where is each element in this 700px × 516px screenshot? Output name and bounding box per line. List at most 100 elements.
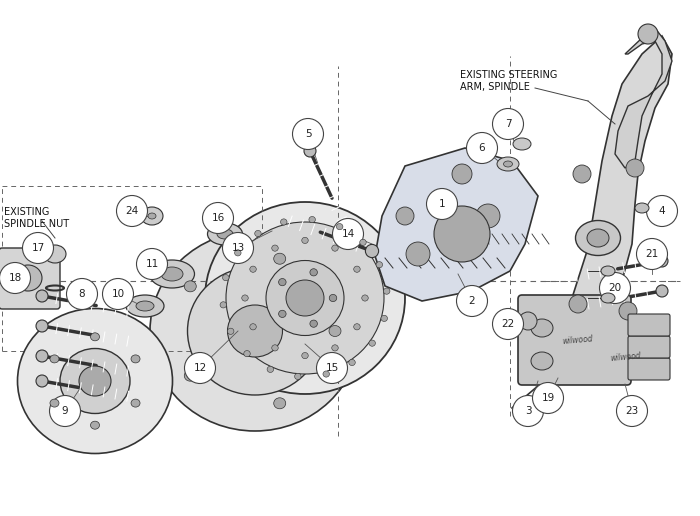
- Polygon shape: [552, 36, 672, 354]
- Ellipse shape: [241, 295, 248, 301]
- Text: 13: 13: [232, 243, 244, 253]
- Circle shape: [202, 202, 234, 234]
- Circle shape: [293, 119, 323, 150]
- Text: 24: 24: [125, 206, 139, 216]
- Circle shape: [636, 238, 668, 269]
- Circle shape: [102, 279, 134, 310]
- Ellipse shape: [255, 231, 261, 237]
- Text: 15: 15: [326, 363, 339, 373]
- Ellipse shape: [310, 269, 317, 276]
- Text: 18: 18: [8, 273, 22, 283]
- Ellipse shape: [503, 161, 512, 167]
- Text: 1: 1: [439, 199, 445, 209]
- Ellipse shape: [332, 345, 338, 351]
- Circle shape: [434, 206, 490, 262]
- Ellipse shape: [295, 373, 301, 380]
- Text: 9: 9: [62, 406, 69, 416]
- Circle shape: [36, 375, 48, 387]
- Circle shape: [573, 165, 591, 183]
- Ellipse shape: [184, 281, 196, 292]
- Circle shape: [316, 352, 347, 383]
- Ellipse shape: [141, 207, 163, 225]
- Text: wilwood: wilwood: [562, 334, 594, 346]
- Ellipse shape: [362, 295, 368, 301]
- Ellipse shape: [148, 213, 156, 219]
- Text: 4: 4: [659, 206, 665, 216]
- Circle shape: [396, 207, 414, 225]
- Circle shape: [599, 272, 631, 303]
- Ellipse shape: [337, 223, 343, 230]
- Ellipse shape: [217, 229, 233, 239]
- Ellipse shape: [323, 371, 330, 377]
- Ellipse shape: [302, 352, 308, 359]
- Ellipse shape: [281, 219, 287, 225]
- Text: 22: 22: [501, 319, 514, 329]
- FancyBboxPatch shape: [0, 248, 60, 309]
- Ellipse shape: [329, 326, 341, 336]
- Ellipse shape: [513, 138, 531, 150]
- Ellipse shape: [50, 355, 59, 363]
- Circle shape: [533, 382, 564, 413]
- Text: 23: 23: [625, 406, 638, 416]
- Text: 21: 21: [645, 249, 659, 259]
- Circle shape: [36, 290, 48, 302]
- Ellipse shape: [90, 421, 99, 429]
- Ellipse shape: [226, 222, 384, 374]
- Text: 8: 8: [78, 289, 85, 299]
- Circle shape: [426, 188, 458, 219]
- Ellipse shape: [50, 399, 59, 407]
- Ellipse shape: [250, 324, 256, 330]
- Circle shape: [136, 249, 167, 280]
- Ellipse shape: [332, 245, 338, 251]
- Circle shape: [617, 395, 648, 427]
- Text: 3: 3: [525, 406, 531, 416]
- Polygon shape: [615, 28, 672, 168]
- Text: EXISTING STEERING
ARM, SPINDLE: EXISTING STEERING ARM, SPINDLE: [460, 70, 557, 92]
- Ellipse shape: [250, 266, 256, 272]
- Ellipse shape: [531, 352, 553, 370]
- Ellipse shape: [635, 203, 649, 213]
- Circle shape: [569, 295, 587, 313]
- Ellipse shape: [60, 348, 130, 413]
- Text: EXISTING
SPINDLE NUT: EXISTING SPINDLE NUT: [4, 207, 69, 229]
- Circle shape: [116, 196, 148, 227]
- Ellipse shape: [228, 328, 234, 334]
- Ellipse shape: [376, 262, 383, 268]
- Circle shape: [36, 320, 48, 332]
- Ellipse shape: [274, 398, 286, 409]
- Circle shape: [0, 263, 31, 294]
- Ellipse shape: [354, 324, 360, 330]
- Circle shape: [493, 108, 524, 139]
- Ellipse shape: [531, 319, 553, 337]
- Ellipse shape: [126, 295, 164, 317]
- Circle shape: [647, 196, 678, 227]
- Ellipse shape: [161, 267, 183, 281]
- Ellipse shape: [228, 305, 283, 357]
- Text: 17: 17: [32, 243, 45, 253]
- Circle shape: [466, 133, 498, 164]
- Ellipse shape: [349, 359, 356, 365]
- Ellipse shape: [14, 265, 42, 291]
- Circle shape: [476, 204, 500, 228]
- Circle shape: [493, 309, 524, 340]
- Ellipse shape: [267, 366, 274, 373]
- Ellipse shape: [234, 250, 241, 256]
- Ellipse shape: [274, 253, 286, 264]
- Ellipse shape: [369, 340, 375, 346]
- Ellipse shape: [381, 315, 388, 321]
- Circle shape: [619, 302, 637, 320]
- Ellipse shape: [279, 279, 286, 286]
- Ellipse shape: [150, 231, 360, 431]
- Circle shape: [185, 352, 216, 383]
- Ellipse shape: [329, 295, 337, 301]
- Text: 10: 10: [111, 289, 125, 299]
- FancyBboxPatch shape: [628, 336, 670, 358]
- Ellipse shape: [384, 288, 390, 294]
- Circle shape: [304, 145, 316, 157]
- Circle shape: [519, 312, 537, 330]
- Circle shape: [66, 279, 97, 310]
- Ellipse shape: [205, 202, 405, 394]
- Circle shape: [22, 233, 53, 264]
- Text: 19: 19: [541, 393, 554, 403]
- Text: 11: 11: [146, 259, 159, 269]
